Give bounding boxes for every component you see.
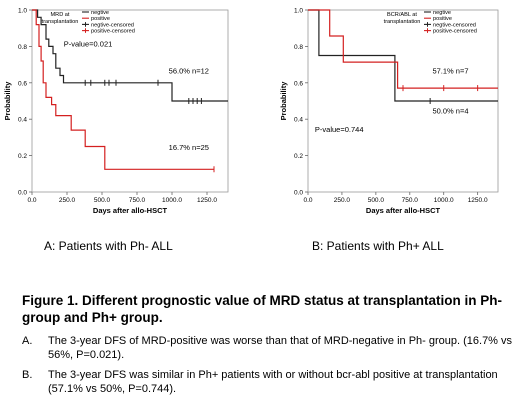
note-letter-b: B. <box>22 369 33 381</box>
y-tick-label: 0.6 <box>294 80 303 87</box>
annotation-label: 50.0% n=4 <box>432 107 468 116</box>
km-chart-b: 0.0 0.2 0.4 0.6 0.8 1.0 0.0 250.0 500.0 750.0 1000… <box>279 8 499 215</box>
figure-notes: A. The 3-year DFS of MRD-positive was wo… <box>22 334 517 402</box>
legend-item-label: negtive <box>433 10 451 16</box>
y-tick-label: 0.4 <box>18 117 27 124</box>
x-tick-label: 500.0 <box>94 197 111 204</box>
chart-panel-a: 0.0 0.2 0.4 0.6 0.8 1.0 0.0 250.0 500.0 750.0 1000… <box>0 0 260 220</box>
note-text-a: The 3-year DFS of MRD-positive was worse… <box>48 335 513 361</box>
legend-item-label: negtive-censored <box>91 22 134 28</box>
note-b: B. The 3-year DFS was similar in Ph+ pat… <box>22 368 517 396</box>
legend-title: transplantation <box>384 19 421 25</box>
y-tick-label: 0.6 <box>18 80 27 87</box>
annotation-label: P-value=0.744 <box>315 125 364 134</box>
y-tick-label: 0.8 <box>18 44 27 51</box>
y-tick-label: 0.2 <box>294 153 303 160</box>
caption-b: B: Patients with Ph+ ALL <box>312 239 444 253</box>
y-tick-label: 0.8 <box>294 44 303 51</box>
y-tick-label: 0.2 <box>18 153 27 160</box>
y-tick-label: 0.0 <box>18 190 27 197</box>
x-tick-label: 500.0 <box>368 197 385 204</box>
legend-title: BCR/ABL at <box>387 12 417 18</box>
x-tick-label: 1250.0 <box>197 197 217 204</box>
annotation-label: 16.7% n=25 <box>169 143 209 152</box>
x-tick-label: 1000.0 <box>434 197 454 204</box>
km-curve-positive <box>32 9 214 170</box>
legend-title: MRD at <box>51 12 70 18</box>
caption-a: A: Patients with Ph- ALL <box>44 239 173 253</box>
x-tick-label: 0.0 <box>27 197 36 204</box>
legend-item-label: negtive <box>91 10 109 16</box>
legend-item-label: negtive-censored <box>433 22 476 28</box>
x-tick-label: 0.0 <box>303 197 312 204</box>
x-axis-label: Days after allo-HSCT <box>366 206 441 215</box>
figure-title: Figure 1. Different prognostic value of … <box>22 293 503 325</box>
y-tick-label: 0.4 <box>294 117 303 124</box>
legend-item-label: positive-censored <box>91 29 135 35</box>
x-tick-label: 750.0 <box>129 197 146 204</box>
legend-item-label: positive <box>91 16 110 22</box>
x-tick-label: 750.0 <box>402 197 419 204</box>
x-tick-label: 1000.0 <box>162 197 182 204</box>
legend-item-label: positive <box>433 16 452 22</box>
annotation-label: 57.1% n=7 <box>432 67 468 76</box>
note-a: A. The 3-year DFS of MRD-positive was wo… <box>22 334 517 362</box>
y-axis-label: Probability <box>279 81 288 121</box>
legend-title: transplantation <box>42 19 79 25</box>
km-curve-negtive <box>32 9 228 102</box>
km-curve-positive <box>308 9 498 89</box>
annotation-label: P-value=0.021 <box>64 39 113 48</box>
note-text-b: The 3-year DFS was similar in Ph+ patien… <box>48 369 498 395</box>
x-axis-label: Days after allo-HSCT <box>93 206 168 215</box>
annotation-label: 56.0% n=12 <box>169 67 209 76</box>
x-tick-label: 1250.0 <box>468 197 488 204</box>
x-tick-label: 250.0 <box>334 197 351 204</box>
note-letter-a: A. <box>22 335 33 347</box>
y-tick-label: 0.0 <box>294 190 303 197</box>
chart-panel-b: 0.0 0.2 0.4 0.6 0.8 1.0 0.0 250.0 500.0 750.0 1000… <box>262 0 520 220</box>
y-tick-label: 1.0 <box>294 8 303 15</box>
x-tick-label: 250.0 <box>59 197 76 204</box>
km-chart-a: 0.0 0.2 0.4 0.6 0.8 1.0 0.0 250.0 500.0 750.0 1000… <box>3 8 229 215</box>
y-axis-label: Probability <box>3 81 12 121</box>
y-tick-label: 1.0 <box>18 8 27 15</box>
legend-item-label: positive-censored <box>433 29 477 35</box>
